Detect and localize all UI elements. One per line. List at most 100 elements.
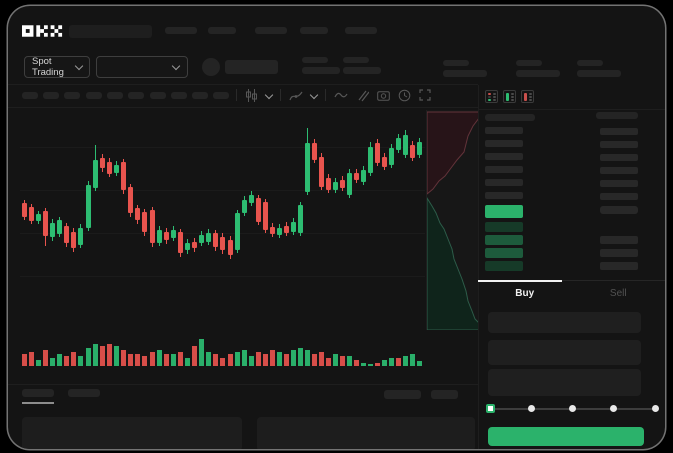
timeframe-skeleton[interactable] <box>107 92 123 99</box>
volume-bar <box>361 363 366 366</box>
volume-bar <box>157 350 162 366</box>
camera-icon[interactable] <box>377 89 390 101</box>
indicators-icon[interactable] <box>289 89 303 102</box>
depth-asks-area <box>426 111 480 196</box>
orderbook-asks <box>485 127 638 205</box>
slider-handle[interactable] <box>485 404 495 413</box>
buy-submit-button[interactable] <box>488 427 644 446</box>
chevron-down-icon[interactable] <box>309 90 319 100</box>
orderbook-ask-row[interactable] <box>485 140 638 153</box>
active-tab-indicator <box>478 280 562 282</box>
orderbook-bid-row[interactable] <box>485 222 638 235</box>
chevron-down-icon <box>74 61 84 70</box>
candle-body <box>375 143 380 163</box>
timeframe-skeleton[interactable] <box>64 92 80 99</box>
search-input[interactable] <box>69 25 152 38</box>
volume-bar <box>107 344 112 366</box>
amount-slider[interactable] <box>485 401 659 417</box>
timeframe-skeleton[interactable] <box>86 92 102 99</box>
candle-body <box>64 226 69 243</box>
orderbook-sell-icon[interactable] <box>521 90 534 103</box>
volume-bar <box>417 361 422 366</box>
nav-item-skeleton[interactable] <box>208 27 236 34</box>
candlestick-chart[interactable] <box>20 110 425 334</box>
ask-amount-skeleton <box>600 141 638 148</box>
tab-sell[interactable]: Sell <box>609 287 627 299</box>
amount-input-skeleton[interactable] <box>488 340 641 365</box>
orderbook-last-price-highlight[interactable] <box>485 205 523 218</box>
ask-amount-skeleton <box>600 154 638 161</box>
bottom-tab-skeleton[interactable] <box>68 389 100 397</box>
volume-bar <box>284 354 289 366</box>
market-type-label: Spot Trading <box>32 56 64 78</box>
candle-body <box>305 143 310 192</box>
bottom-action-skeleton[interactable] <box>384 390 421 399</box>
clock-icon[interactable] <box>398 89 411 102</box>
volume-bar <box>291 350 296 366</box>
timeframe-skeleton[interactable] <box>171 92 187 99</box>
slider-stop[interactable] <box>527 405 535 412</box>
bottom-action-skeleton[interactable] <box>431 390 458 399</box>
okx-logo[interactable] <box>22 24 64 38</box>
timeframe-skeleton[interactable] <box>128 92 144 99</box>
depth-side-pane <box>426 110 480 331</box>
toolbar-separator <box>325 89 326 101</box>
draw-icon[interactable] <box>356 89 369 102</box>
candle-body <box>389 148 394 165</box>
volume-bar <box>213 354 218 366</box>
depth-bids-area <box>426 196 480 331</box>
wave-icon[interactable] <box>334 89 348 101</box>
volume-bar <box>396 358 401 366</box>
candle-body <box>150 210 155 243</box>
nav-item-skeleton[interactable] <box>345 27 377 34</box>
header-divider <box>8 84 478 85</box>
orderbook-ask-row[interactable] <box>485 127 638 140</box>
timeframe-skeleton[interactable] <box>192 92 208 99</box>
candle-body <box>326 178 331 190</box>
candle-body <box>340 180 345 188</box>
orderbook-combined-icon[interactable] <box>485 90 498 103</box>
candle-body <box>235 213 240 250</box>
price-input-skeleton[interactable] <box>488 312 641 333</box>
chevron-down-icon[interactable] <box>264 90 274 100</box>
market-type-dropdown[interactable]: Spot Trading <box>24 56 90 78</box>
volume-bar <box>164 354 169 366</box>
orderbook-bid-row[interactable] <box>485 261 638 274</box>
orderbook-ask-row[interactable] <box>485 166 638 179</box>
total-input-skeleton[interactable] <box>488 369 641 396</box>
bottom-tab-skeleton-active[interactable] <box>22 389 54 397</box>
timeframe-skeleton[interactable] <box>213 92 229 99</box>
volume-bar <box>50 358 55 366</box>
tab-buy[interactable]: Buy <box>515 287 535 299</box>
candle-body <box>319 157 324 187</box>
candle-body <box>417 142 422 155</box>
nav-item-skeleton[interactable] <box>300 27 328 34</box>
candle-body <box>312 143 317 160</box>
volume-bar <box>57 354 62 366</box>
volume-bar <box>71 352 76 366</box>
timeframe-skeleton[interactable] <box>150 92 166 99</box>
candle-body <box>135 208 140 220</box>
candle-body <box>249 195 254 203</box>
slider-stop[interactable] <box>569 405 576 412</box>
pair-dropdown[interactable] <box>96 56 188 78</box>
orderbook-buy-icon[interactable] <box>503 90 516 103</box>
nav-item-skeleton[interactable] <box>255 27 287 34</box>
volume-bar <box>256 352 261 366</box>
candle-body <box>86 185 91 228</box>
orderbook-ask-row[interactable] <box>485 192 638 205</box>
timeframe-skeleton[interactable] <box>43 92 59 99</box>
orderbook-ask-row[interactable] <box>485 179 638 192</box>
orderbook-bid-row[interactable] <box>485 235 638 248</box>
timeframe-skeleton[interactable] <box>22 92 38 99</box>
slider-stop[interactable] <box>610 405 618 412</box>
orderbook-ask-row[interactable] <box>485 153 638 166</box>
volume-bar <box>142 356 147 366</box>
volume-bar <box>199 339 204 366</box>
candles-icon[interactable] <box>245 88 258 102</box>
candle-body <box>22 203 27 217</box>
slider-stop[interactable] <box>651 405 659 412</box>
fullscreen-icon[interactable] <box>419 89 431 101</box>
nav-item-skeleton[interactable] <box>165 27 197 34</box>
orderbook-bid-row[interactable] <box>485 248 638 261</box>
